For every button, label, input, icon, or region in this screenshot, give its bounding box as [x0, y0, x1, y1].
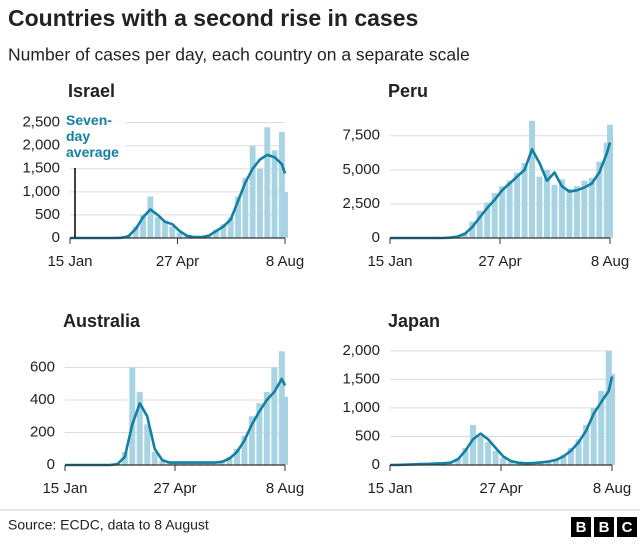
- y-tick-label: 500: [355, 427, 380, 444]
- x-tick-label: 15 Jan: [47, 253, 92, 270]
- bar: [514, 173, 520, 238]
- y-tick-label: 2,500: [22, 114, 60, 131]
- y-tick-label: 1,500: [22, 160, 60, 177]
- y-tick-label: 600: [30, 358, 55, 375]
- x-tick-label: 15 Jan: [367, 480, 412, 497]
- bar: [264, 127, 270, 238]
- y-tick-label: 0: [52, 229, 60, 246]
- y-tick-label: 2,000: [342, 342, 380, 359]
- panel-title: Japan: [388, 311, 440, 331]
- bar: [282, 192, 288, 238]
- y-tick-label: 0: [372, 456, 380, 473]
- source: Source: ECDC, data to 8 August: [8, 517, 209, 533]
- bar: [478, 436, 484, 465]
- bar: [155, 217, 161, 238]
- logo-letter: B: [599, 519, 610, 536]
- bar: [529, 121, 535, 238]
- y-tick-label: 2,500: [342, 195, 380, 212]
- bar: [507, 181, 513, 238]
- y-tick-label: 7,500: [342, 127, 380, 144]
- y-tick-label: 0: [47, 456, 55, 473]
- x-tick-label: 27 Apr: [153, 480, 196, 497]
- y-tick-label: 1,000: [22, 183, 60, 200]
- x-tick-label: 8 Aug: [591, 253, 629, 270]
- bar: [250, 146, 256, 238]
- logo-letter: C: [622, 519, 633, 536]
- x-tick-label: 15 Jan: [367, 253, 412, 270]
- y-tick-label: 5,000: [342, 161, 380, 178]
- x-tick-label: 27 Apr: [156, 253, 199, 270]
- panel-title: Peru: [388, 81, 428, 101]
- bar: [485, 442, 491, 465]
- x-tick-label: 8 Aug: [593, 480, 631, 497]
- bar: [607, 125, 613, 238]
- bar: [282, 397, 288, 465]
- y-tick-label: 400: [30, 391, 55, 408]
- bar: [537, 177, 543, 238]
- y-tick-label: 2,000: [22, 137, 60, 154]
- annotation-box: Seven-day average: [66, 112, 130, 168]
- title: Countries with a second rise in cases: [8, 5, 418, 31]
- bar: [493, 451, 499, 465]
- bar: [470, 425, 476, 465]
- bar: [566, 189, 572, 238]
- y-tick-label: 500: [35, 206, 60, 223]
- y-tick-label: 0: [372, 229, 380, 246]
- bar: [257, 169, 263, 238]
- series-annotation: Seven-day average: [66, 112, 126, 160]
- bar: [589, 178, 595, 238]
- bar: [169, 226, 175, 238]
- bar: [272, 150, 278, 238]
- bar: [147, 196, 153, 238]
- subtitle: Number of cases per day, each country on…: [8, 45, 470, 65]
- x-tick-label: 27 Apr: [479, 480, 522, 497]
- x-tick-label: 8 Aug: [266, 253, 304, 270]
- bar: [551, 185, 557, 238]
- bar: [271, 368, 277, 466]
- y-tick-label: 1,500: [342, 370, 380, 387]
- logo-letter: B: [576, 519, 587, 536]
- panel-title: Israel: [68, 81, 115, 101]
- x-tick-label: 15 Jan: [42, 480, 87, 497]
- bar: [522, 163, 528, 238]
- y-tick-label: 1,000: [342, 399, 380, 416]
- x-tick-label: 27 Apr: [478, 253, 521, 270]
- bar: [574, 186, 580, 238]
- panel-title: Australia: [63, 311, 141, 331]
- y-tick-label: 200: [30, 423, 55, 440]
- x-tick-label: 8 Aug: [266, 480, 304, 497]
